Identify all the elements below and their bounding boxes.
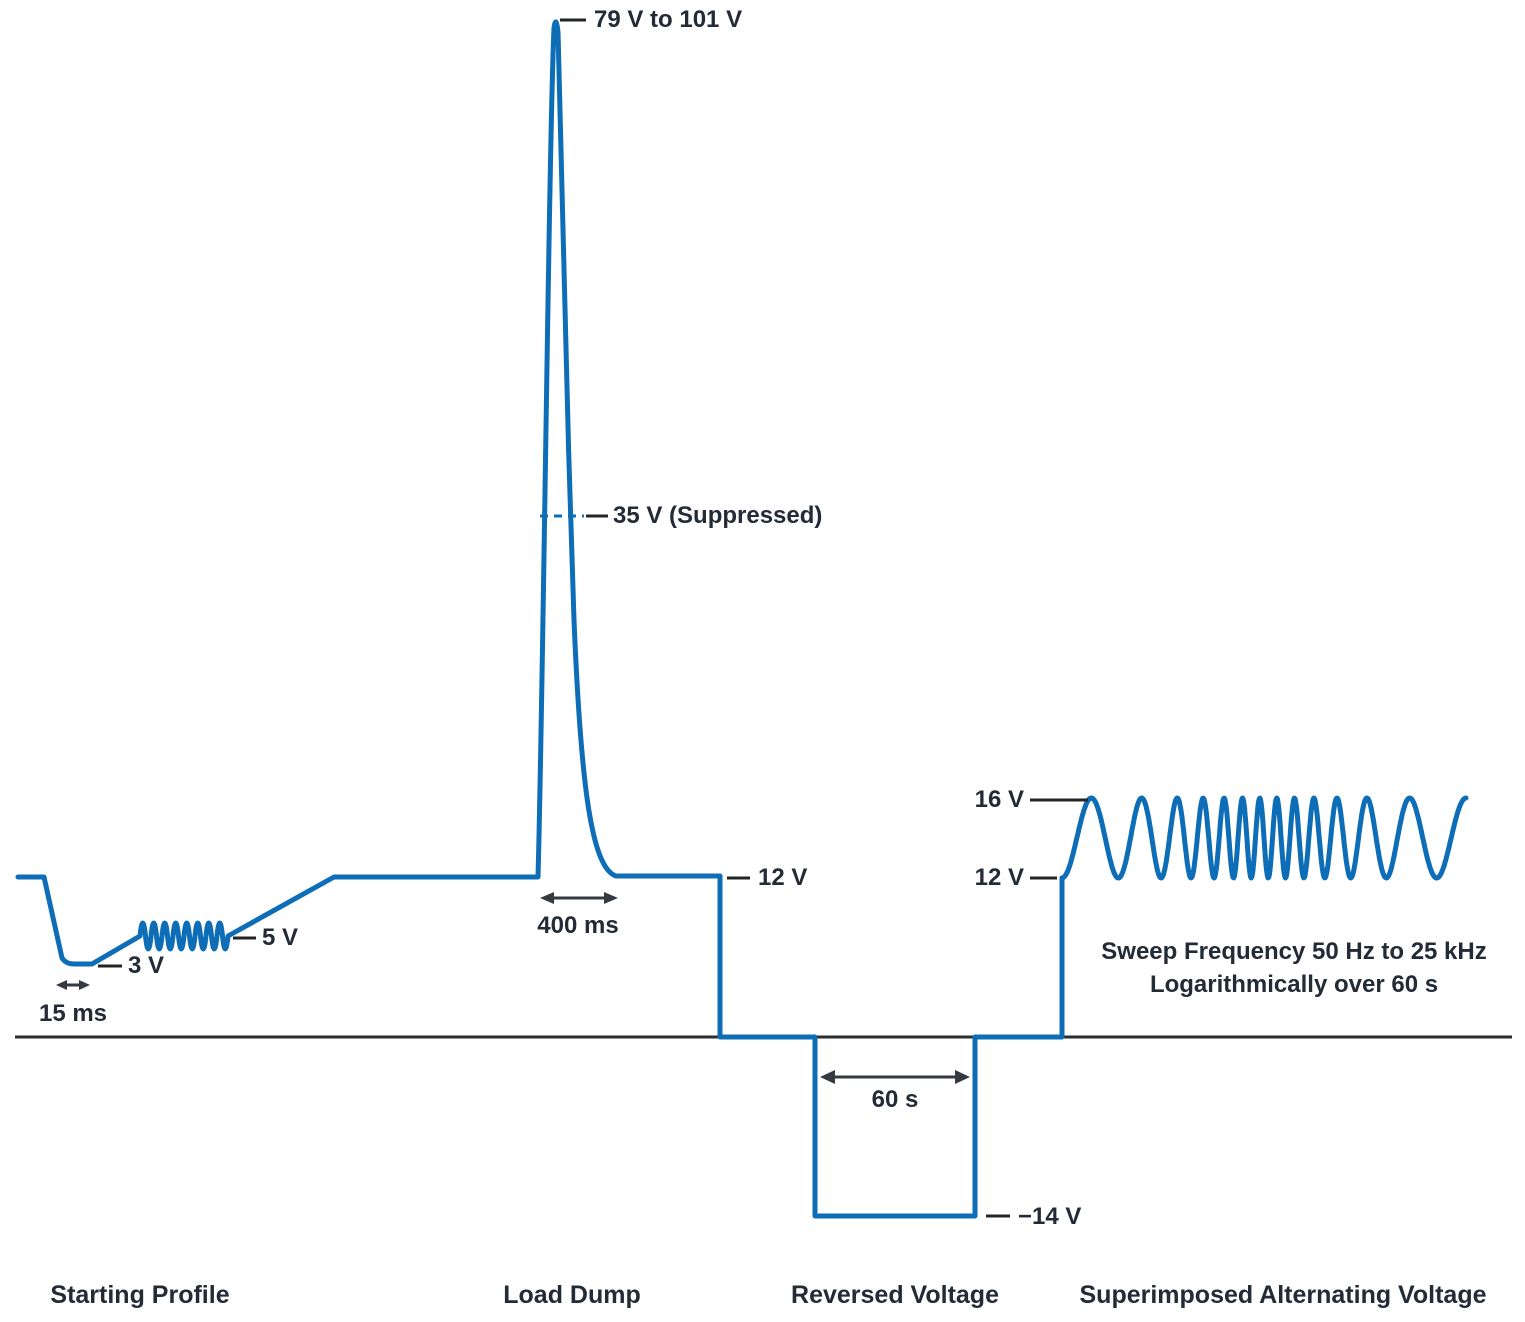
section-label-starting-profile: Starting Profile (50, 1281, 230, 1309)
sav-nominal-voltage-label: 12 V (974, 864, 1024, 891)
peak-voltage-label: 79 V to 101 V (594, 6, 743, 33)
sweep-note-line1: Sweep Frequency 50 Hz to 25 kHz (1101, 938, 1487, 965)
sweep-note-line2: Logarithmically over 60 s (1149, 971, 1439, 998)
waveform-path (15, 19, 1065, 1219)
section-label-load-dump: Load Dump (503, 1281, 641, 1309)
dip-duration-label: 15 ms (38, 1000, 108, 1027)
dip-duration-arrow (56, 980, 90, 990)
reverse-duration-arrow (820, 1070, 970, 1084)
load-dump-duration-label: 400 ms (537, 912, 619, 939)
cranking-voltage-label: 5 V (262, 924, 299, 951)
section-label-reversed-voltage: Reversed Voltage (791, 1281, 999, 1309)
reverse-duration-label: 60 s (871, 1086, 919, 1113)
load-dump-duration-arrow (540, 892, 618, 904)
suppressed-voltage-label: 35 V (Suppressed) (613, 502, 823, 529)
sweep-waveform-path (1059, 795, 1469, 881)
dip-voltage-label: 3 V (128, 952, 165, 979)
nominal-voltage-label: 12 V (758, 864, 808, 891)
section-label-superimposed-alternating-voltage: Superimposed Alternating Voltage (1079, 1281, 1487, 1309)
reverse-voltage-label: −14 V (1018, 1203, 1082, 1230)
sav-peak-voltage-label: 16 V (974, 786, 1024, 813)
